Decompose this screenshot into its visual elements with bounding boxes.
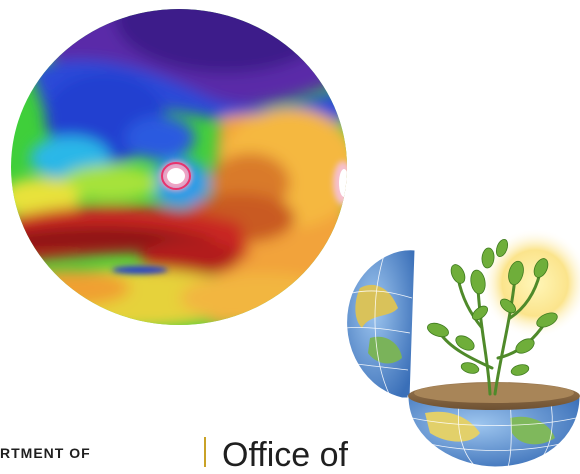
- office-text: Office of: [222, 436, 348, 474]
- department-text: RTMENT OF: [0, 445, 91, 461]
- divider-line: [204, 437, 206, 467]
- climate-heatmap-icon: [11, 9, 347, 325]
- climate-heatmap-image: [10, 8, 348, 326]
- earth-plant-image: [330, 218, 580, 468]
- earth-plant-icon: [343, 228, 580, 468]
